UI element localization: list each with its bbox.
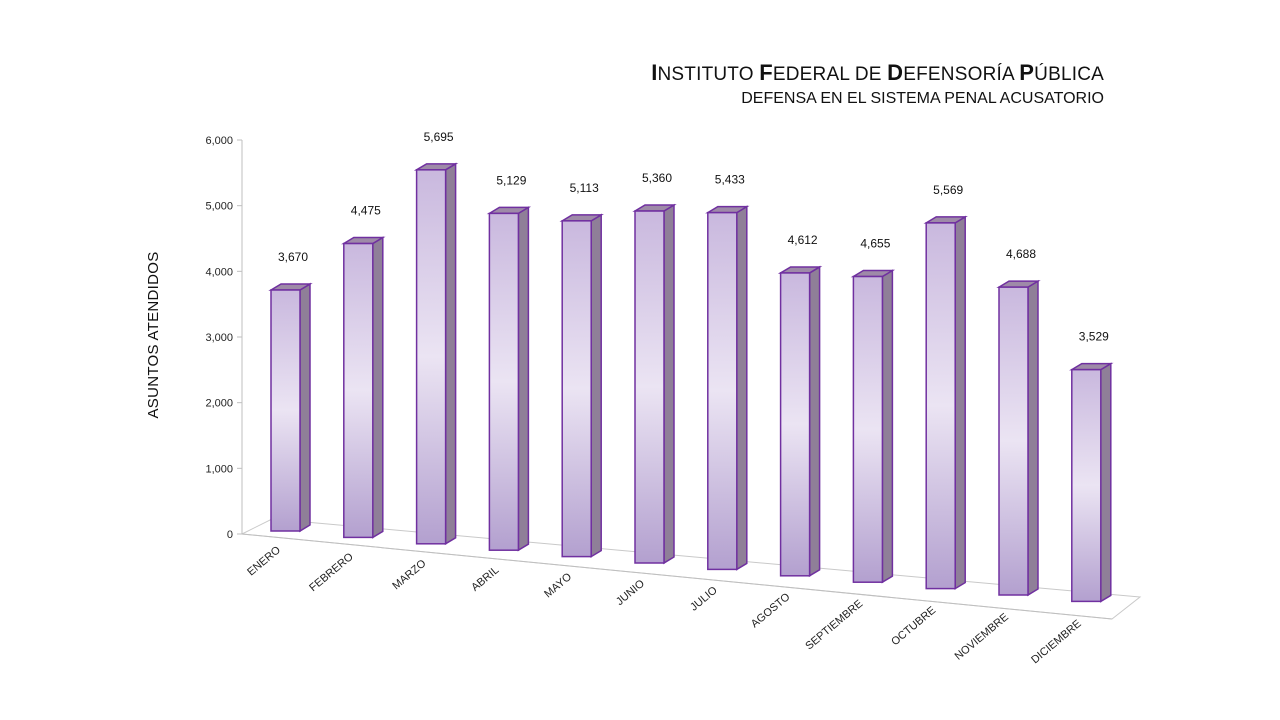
- x-category-label: MARZO: [390, 557, 428, 592]
- bar: [705, 205, 750, 571]
- bar-side-face: [444, 162, 457, 546]
- bar-front-face: [998, 286, 1029, 596]
- chart-floor: [240, 518, 1142, 620]
- data-label: 3,529: [1079, 330, 1109, 344]
- x-category-label: AGOSTO: [749, 591, 793, 631]
- y-tick-label: 6,000: [205, 135, 233, 147]
- bar-front-face: [634, 210, 665, 564]
- x-category-label: DICIEMBRE: [1029, 618, 1084, 666]
- bar-side-face: [1100, 362, 1112, 603]
- bar: [996, 279, 1041, 597]
- y-tick-label: 0: [227, 529, 233, 541]
- bar: [777, 265, 823, 578]
- title-word-rest: ÚBLICA: [1034, 64, 1104, 85]
- bar-side-face: [517, 206, 530, 552]
- data-label: 4,655: [860, 237, 890, 251]
- data-label: 5,695: [424, 130, 454, 144]
- x-category-label: ENERO: [245, 544, 283, 579]
- bars: 3,670 4,475 5,695 5,129 5,113 5,360 5,433 4,612…: [268, 130, 1114, 603]
- y-tick-label: 3,000: [205, 332, 233, 344]
- data-label: 5,569: [933, 183, 963, 197]
- chart-title-block: INSTITUTO FEDERAL DE DEFENSORÍA PÚBLICA …: [651, 60, 1104, 108]
- title-word-rest: EFENSORÍA: [903, 64, 1020, 85]
- bar-side-face: [736, 205, 748, 571]
- x-category-label: JUNIO: [614, 577, 647, 608]
- bar: [413, 162, 459, 546]
- bar: [268, 282, 313, 533]
- bar-front-face: [779, 272, 811, 577]
- x-category-label: JULIO: [688, 584, 720, 614]
- title-capital-letter: D: [887, 60, 904, 85]
- chart-subtitle: DEFENSA EN EL SISTEMA PENAL ACUSATORIO: [741, 90, 1104, 107]
- bar-front-face: [1071, 368, 1102, 603]
- y-tick-label: 5,000: [205, 201, 233, 213]
- data-label: 5,360: [642, 171, 672, 185]
- chart-title: INSTITUTO FEDERAL DE DEFENSORÍA PÚBLICA: [651, 60, 1104, 86]
- bar-front-face: [415, 169, 447, 545]
- data-label: 4,475: [351, 204, 381, 218]
- data-label: 3,670: [278, 250, 308, 264]
- title-capital-letter: P: [1019, 60, 1035, 85]
- bar-side-face: [663, 203, 675, 565]
- y-axis: 0 1,000 2,000 3,000 4,000 5,000 6,000: [205, 135, 243, 541]
- bar: [923, 215, 968, 590]
- data-label: 4,612: [788, 233, 818, 247]
- data-label: 5,113: [570, 181, 599, 195]
- title-word-rest: NSTITUTO: [657, 64, 760, 85]
- bar-front-face: [852, 275, 884, 583]
- y-tick-label: 1,000: [205, 463, 233, 475]
- x-category-label: ABRIL: [469, 564, 501, 594]
- x-category-label: OCTUBRE: [889, 604, 938, 648]
- data-label: 5,129: [496, 173, 526, 187]
- bar-front-face: [561, 220, 592, 558]
- bar: [341, 236, 386, 539]
- title-capital-letter: F: [759, 60, 773, 85]
- bar-side-face: [808, 265, 821, 578]
- x-category-label: SEPTIEMBRE: [803, 598, 865, 653]
- bar-side-face: [299, 282, 311, 533]
- bar-front-face: [270, 289, 301, 532]
- bar-side-face: [1027, 279, 1039, 597]
- data-label: 4,688: [1006, 247, 1036, 261]
- title-capital-letter: I: [651, 60, 658, 85]
- bar-side-face: [372, 236, 384, 539]
- y-tick-label: 4,000: [205, 266, 233, 278]
- x-category-label: MAYO: [542, 571, 574, 601]
- bar: [632, 203, 677, 565]
- x-axis-line: [241, 533, 1113, 620]
- bar-front-face: [343, 242, 374, 539]
- x-category-label: NOVIEMBRE: [953, 611, 1011, 663]
- bar-front-face: [488, 212, 520, 551]
- bar-side-face: [590, 213, 602, 558]
- x-category-label: FEBRERO: [307, 551, 356, 595]
- data-label: 5,433: [715, 173, 745, 187]
- bar: [559, 213, 604, 558]
- y-axis-label: ASUNTOS ATENDIDOS: [145, 251, 162, 418]
- bar: [850, 269, 896, 584]
- bar-front-face: [707, 211, 738, 571]
- bar: [1069, 362, 1114, 603]
- title-word-rest: EDERAL DE: [772, 64, 888, 85]
- bar-side-face: [954, 215, 966, 590]
- bar: [486, 206, 532, 552]
- bar-side-face: [881, 269, 894, 584]
- y-tick-label: 2,000: [205, 398, 233, 410]
- bar-front-face: [925, 222, 956, 590]
